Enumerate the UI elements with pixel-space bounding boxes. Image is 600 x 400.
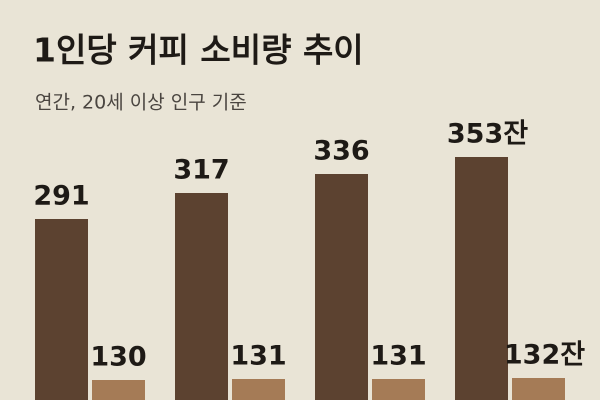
value-label: 132잔 — [504, 340, 585, 371]
bar — [232, 379, 285, 400]
value-label: 131 — [230, 341, 286, 372]
bar — [175, 193, 228, 400]
bar — [92, 380, 145, 400]
value-label: 291 — [33, 181, 89, 212]
chart-title: 1인당 커피 소비량 추이 — [33, 31, 364, 70]
value-label: 130 — [90, 342, 146, 373]
bar — [455, 157, 508, 400]
value-label: 131 — [370, 341, 426, 372]
value-label: 353잔 — [447, 119, 528, 150]
bar — [512, 378, 565, 400]
bar — [372, 379, 425, 400]
bar — [315, 174, 368, 400]
bar — [35, 219, 88, 400]
value-label: 317 — [173, 155, 229, 186]
value-label: 336 — [313, 136, 369, 167]
chart-subtitle: 연간, 20세 이상 인구 기준 — [35, 92, 247, 114]
